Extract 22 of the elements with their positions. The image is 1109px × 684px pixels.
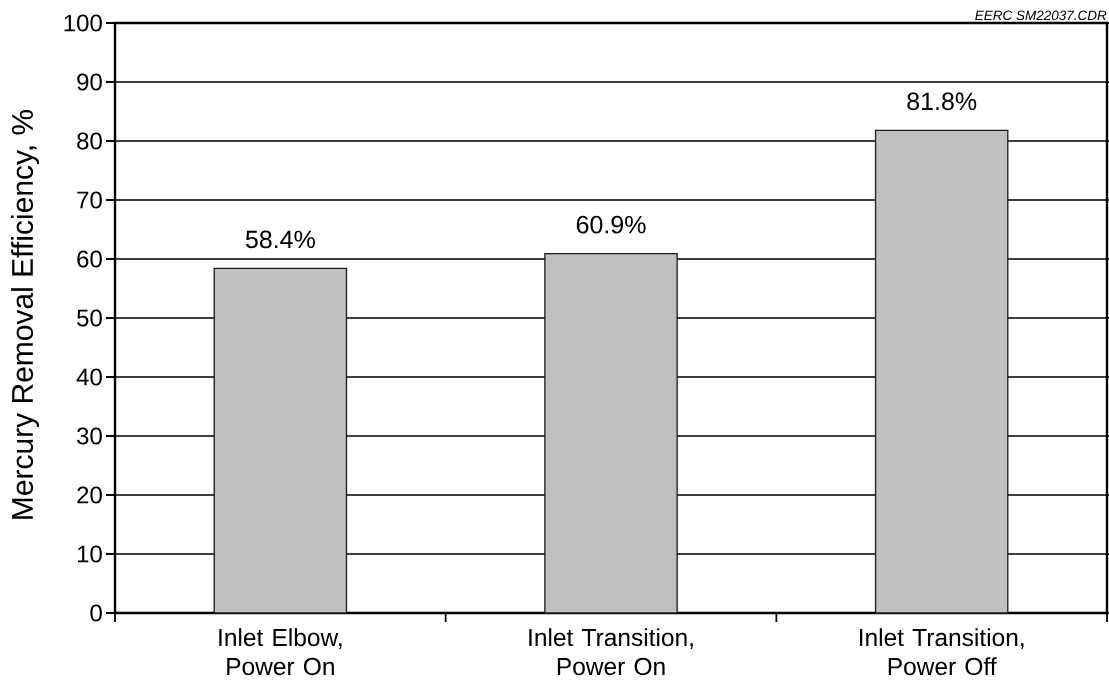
y-tick-label: 10 <box>77 545 102 563</box>
y-tick-label: 80 <box>77 132 102 150</box>
y-tick-label: 0 <box>90 604 102 622</box>
y-tick-label: 90 <box>77 73 102 91</box>
y-tick-label: 100 <box>64 14 102 32</box>
bar <box>874 129 1009 614</box>
x-tick-label: Inlet Elbow, Power On <box>219 628 342 676</box>
data-label: 81.8% <box>907 92 977 111</box>
bar <box>544 253 678 614</box>
y-tick-label: 40 <box>76 368 102 386</box>
y-tick-label: 60 <box>77 250 102 268</box>
y-axis-title: Mercury Removal Efficiency, % <box>11 109 40 519</box>
text: EERC SM22037.CDR <box>975 10 1107 21</box>
x-tick-label: Inlet Transition, Power Off <box>859 628 1024 676</box>
y-tick-label: 30 <box>77 427 102 445</box>
data-label: 60.9% <box>576 215 646 234</box>
y-tick-label: 20 <box>77 486 102 504</box>
x-tick-label: Inlet Transition, Power On <box>529 628 693 676</box>
y-tick-label: 50 <box>77 309 102 327</box>
data-label: 58.4% <box>245 230 315 249</box>
y-tick-label: 70 <box>77 191 102 209</box>
bar <box>213 267 348 614</box>
